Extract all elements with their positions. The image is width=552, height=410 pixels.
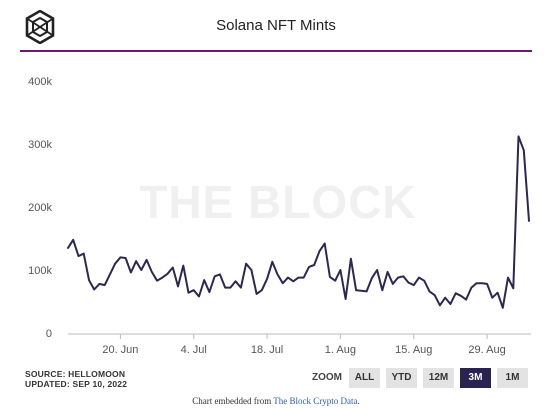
series-line-nft-mints (67, 135, 530, 309)
x-tick-label: 18. Jul (251, 344, 283, 356)
zoom-all-button[interactable]: ALL (349, 368, 380, 388)
zoom-label: ZOOM (312, 372, 342, 383)
y-tick-label: 0 (46, 328, 52, 340)
x-tick-label: 29. Aug (468, 344, 505, 356)
x-tick-label: 15. Aug (395, 344, 432, 356)
embed-suffix: . (357, 396, 360, 406)
y-tick-label: 100k (28, 265, 52, 277)
y-tick-label: 400k (28, 76, 52, 88)
embed-link[interactable]: The Block Crypto Data (273, 396, 358, 406)
updated-text: UPDATED: SEP 10, 2022 (25, 379, 128, 389)
embed-prefix: Chart embedded from (192, 396, 274, 406)
zoom-ytd-button[interactable]: YTD (386, 368, 417, 388)
x-tick-label: 4. Jul (181, 344, 207, 356)
zoom-1m-button[interactable]: 1M (497, 368, 528, 388)
zoom-12m-button[interactable]: 12M (423, 368, 454, 388)
zoom-3m-button[interactable]: 3M (460, 368, 491, 388)
y-tick-label: 200k (28, 202, 52, 214)
x-tick-label: 20. Jun (102, 344, 138, 356)
x-tick-label: 1. Aug (325, 344, 356, 356)
title-divider (20, 50, 532, 52)
embed-credit: Chart embedded from The Block Crypto Dat… (0, 396, 552, 406)
watermark-text: THE BLOCK (139, 176, 416, 228)
chart-title: Solana NFT Mints (216, 17, 336, 34)
source-text: SOURCE: HELLOMOON (25, 369, 126, 379)
y-tick-label: 300k (28, 139, 52, 151)
the-block-logo-icon (25, 10, 55, 44)
source-info: SOURCE: HELLOMOON UPDATED: SEP 10, 2022 (25, 369, 127, 389)
